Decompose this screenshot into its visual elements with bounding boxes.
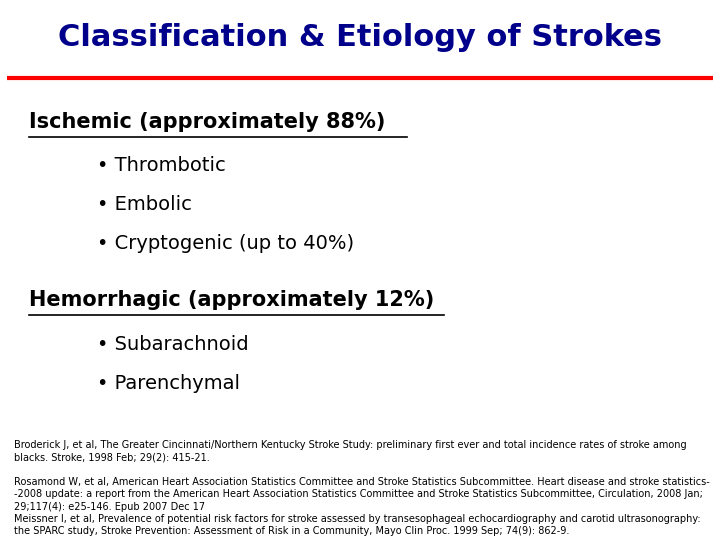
- Text: Rosamond W, et al, American Heart Association Statistics Committee and Stroke St: Rosamond W, et al, American Heart Associ…: [14, 477, 710, 511]
- Text: Hemorrhagic (approximately 12%): Hemorrhagic (approximately 12%): [29, 290, 434, 310]
- Text: Ischemic (approximately 88%): Ischemic (approximately 88%): [29, 111, 385, 132]
- Text: • Embolic: • Embolic: [97, 195, 192, 214]
- Text: Classification & Etiology of Strokes: Classification & Etiology of Strokes: [58, 23, 662, 52]
- Text: Broderick J, et al, The Greater Cincinnati/Northern Kentucky Stroke Study: preli: Broderick J, et al, The Greater Cincinna…: [14, 440, 687, 462]
- Text: • Parenchymal: • Parenchymal: [97, 374, 240, 393]
- Text: • Thrombotic: • Thrombotic: [97, 156, 226, 176]
- Text: • Subarachnoid: • Subarachnoid: [97, 335, 249, 354]
- Text: • Cryptogenic (up to 40%): • Cryptogenic (up to 40%): [97, 234, 354, 253]
- Text: Meissner I, et al, Prevalence of potential risk factors for stroke assessed by t: Meissner I, et al, Prevalence of potenti…: [14, 514, 701, 536]
